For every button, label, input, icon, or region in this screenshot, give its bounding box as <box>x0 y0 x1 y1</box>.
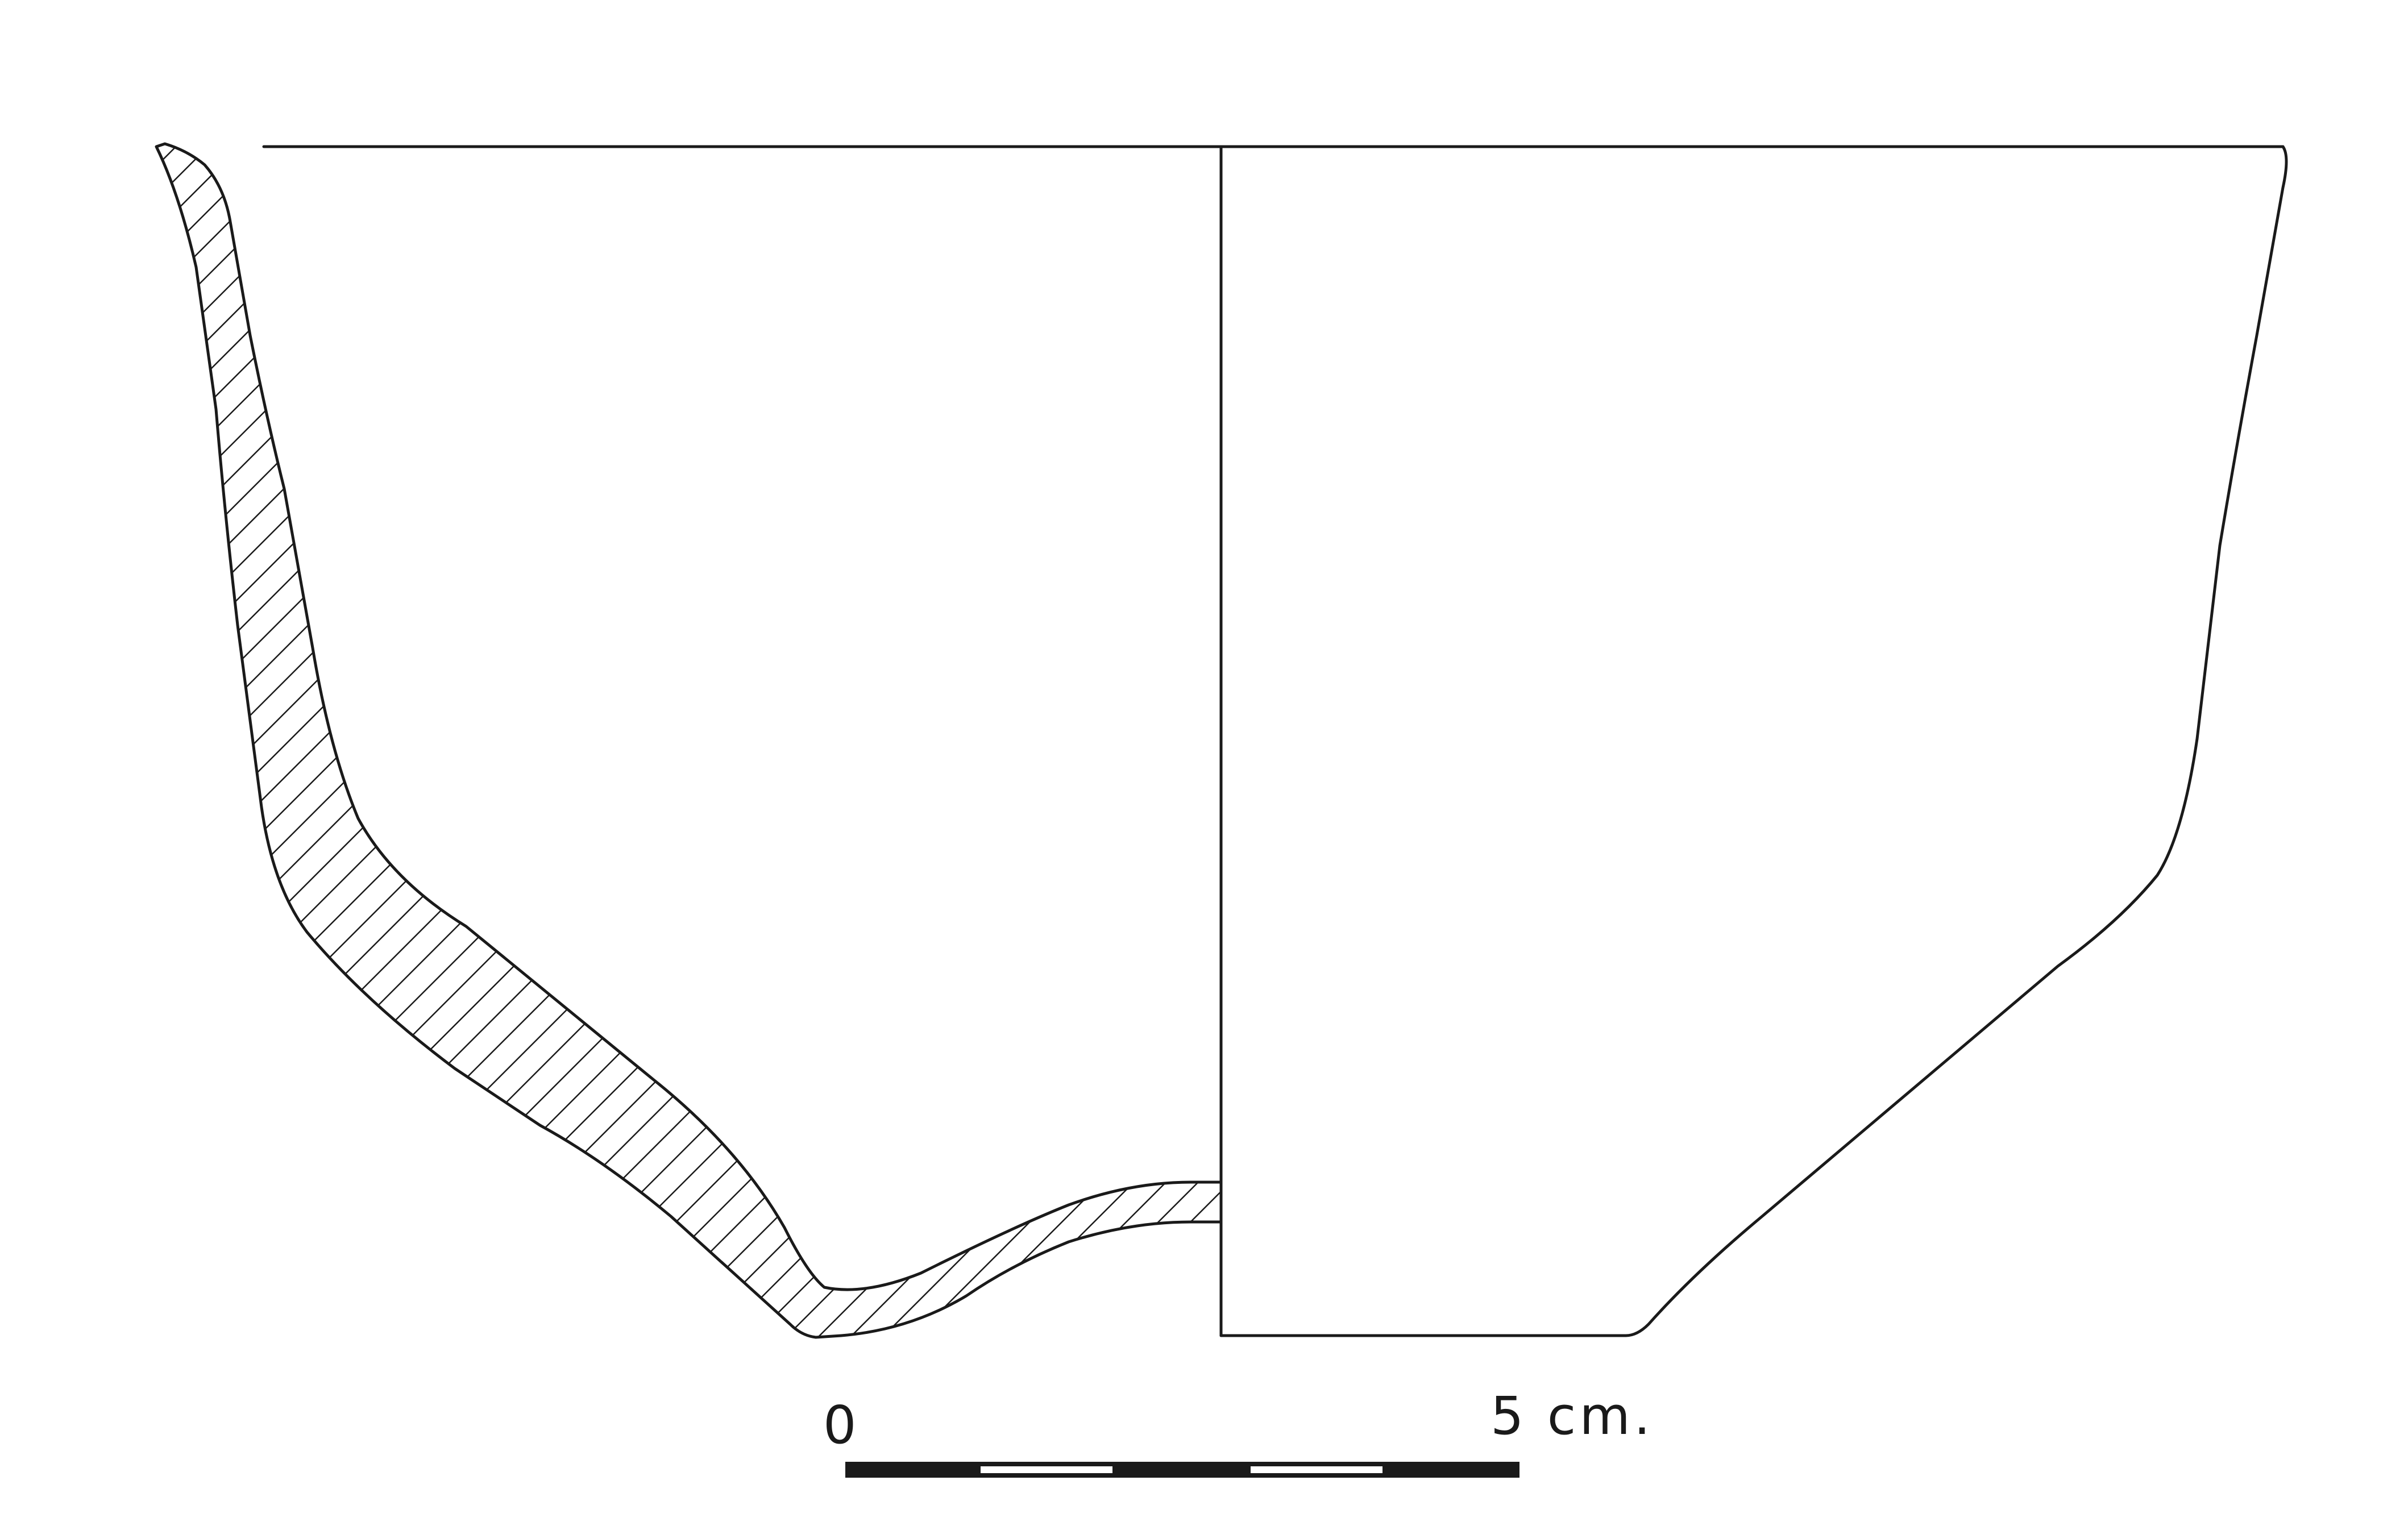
exterior-profile <box>1624 145 2288 1337</box>
scale-label-zero: 0 <box>823 1395 857 1456</box>
scale-bar-light-segment <box>981 1466 1112 1473</box>
scale-bar-frame <box>845 1462 1519 1478</box>
scale-bar-light-segment <box>1251 1466 1382 1473</box>
wall-section <box>155 142 1223 1339</box>
scale-label-end: 5 cm. <box>1491 1386 1654 1446</box>
scale-bar <box>845 1462 1519 1478</box>
